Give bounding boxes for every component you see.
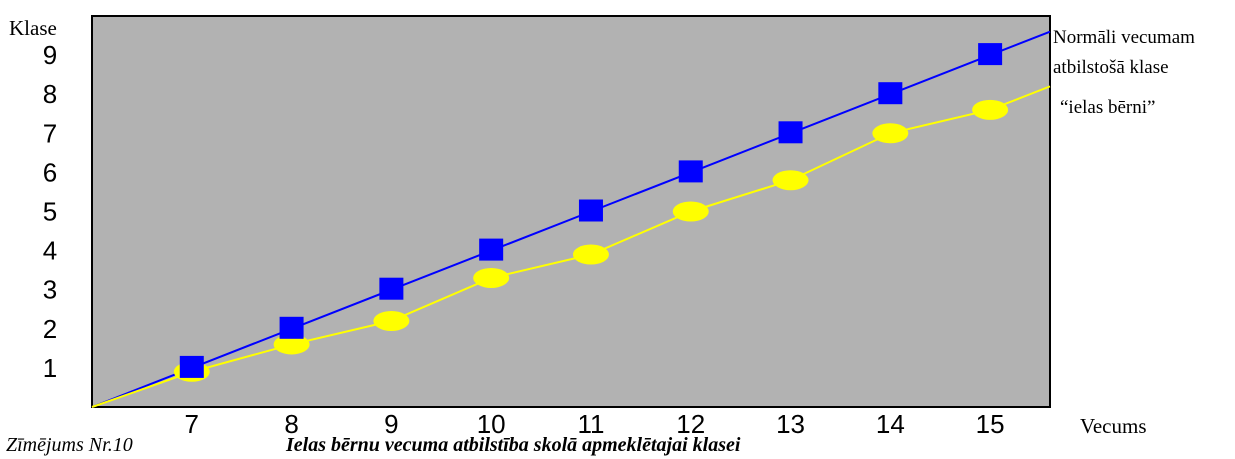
x-axis-label: Vecums [1080,414,1147,438]
yellow-marker [872,123,909,144]
y-tick-label: 4 [43,236,57,266]
x-tick-label: 15 [976,409,1005,439]
blue-marker [778,121,803,144]
y-tick-label: 8 [43,79,57,109]
yellow-marker [373,310,410,331]
plot-area [91,15,1051,408]
x-tick-label: 7 [185,409,199,439]
yellow-marker [572,244,609,265]
y-tick-label: 1 [43,353,57,383]
blue-marker [678,160,703,183]
y-tick-label: 9 [43,40,57,70]
blue-marker [479,238,504,261]
x-tick-label: 8 [284,409,298,439]
blue-marker [279,316,304,339]
blue-marker [578,199,603,222]
x-tick-label: 12 [676,409,705,439]
yellow-marker [273,334,310,355]
x-tick-label: 10 [477,409,506,439]
yellow-series-markers [173,99,1009,382]
x-tick-label: 13 [776,409,805,439]
x-tick-label: 11 [577,409,604,439]
y-tick-label: 3 [43,275,57,305]
yellow-marker [672,201,709,222]
blue-marker [978,43,1003,66]
series-label-normal-line2: atbilstošā klase [1053,57,1169,78]
y-tick-label: 7 [43,118,57,148]
blue-marker [179,355,204,378]
yellow-marker [473,267,510,288]
y-tick-label: 6 [43,157,57,187]
figure-label: Zīmējums Nr.10 [6,434,133,456]
x-tick-label: 9 [384,409,398,439]
blue-marker [379,277,404,300]
figure-title: Ielas bērnu vecuma atbilstība skolā apme… [286,434,741,456]
series-label-street: “ielas bērni” [1060,97,1155,118]
blue-series-markers [179,43,1003,378]
yellow-marker [772,170,809,191]
y-tick-label: 2 [43,314,57,344]
yellow-marker [972,99,1009,120]
x-tick-label: 14 [876,409,905,439]
y-axis-label: Klase [9,16,57,40]
series-label-normal-line1: Normāli vecumam [1053,27,1195,48]
y-tick-label: 5 [43,197,57,227]
blue-marker [878,82,903,105]
y-tick-labels: 1 2 3 4 5 6 7 8 9 [43,40,57,383]
x-tick-labels: 7 8 9 10 11 12 13 14 15 [185,409,1005,439]
